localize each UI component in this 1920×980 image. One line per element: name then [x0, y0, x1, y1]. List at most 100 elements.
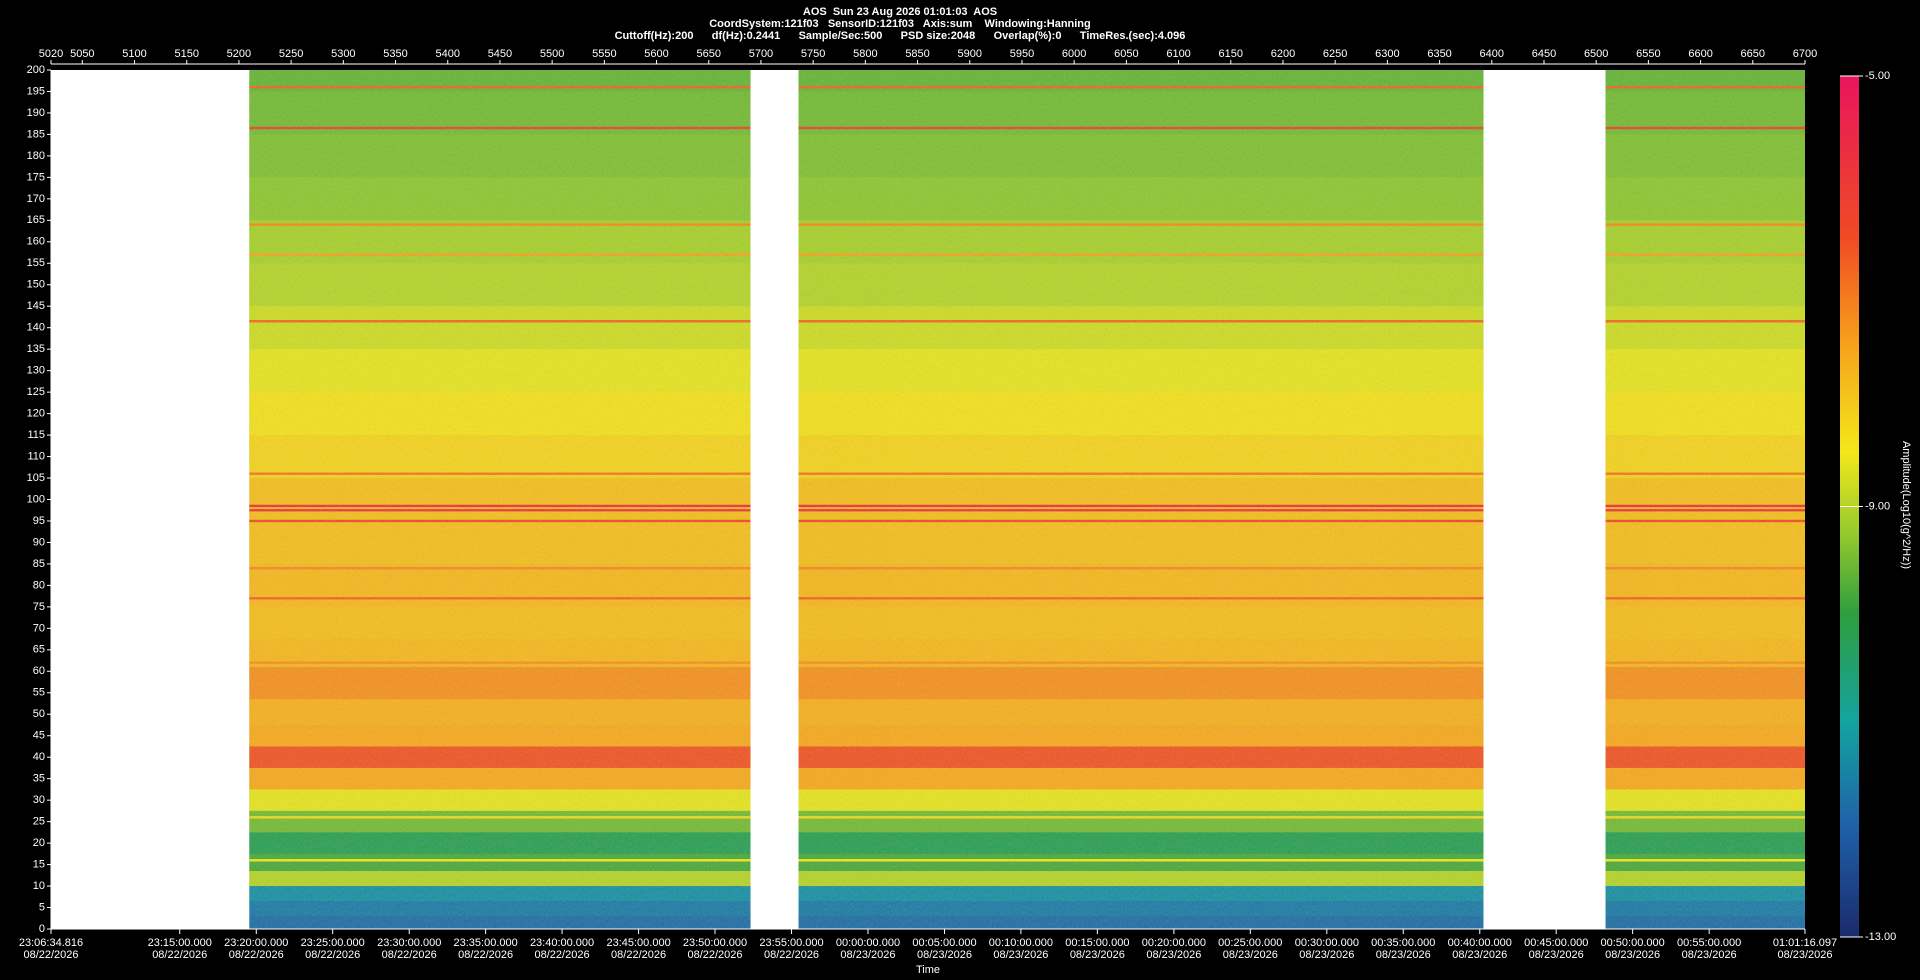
- time-tick-label: 23:55:00.000: [759, 937, 823, 949]
- time-tick-label: 00:50:00.000: [1601, 937, 1665, 949]
- y-tick-label: 80: [33, 579, 45, 591]
- y-tick-label: 185: [27, 128, 45, 140]
- y-tick-label: 145: [27, 300, 45, 312]
- x-tick-label: 5050: [70, 48, 94, 60]
- time-tick-label: 23:30:00.000: [377, 937, 441, 949]
- time-tick-label: 01:01:16.097: [1773, 937, 1837, 949]
- time-tick-label: 23:15:00.000: [148, 937, 212, 949]
- x-tick-label: 5100: [122, 48, 146, 60]
- time-tick-date: 08/23/2026: [1605, 949, 1660, 961]
- y-tick-label: 75: [33, 601, 45, 613]
- chart-title: AOS Sun 23 Aug 2026 01:01:03 AOS: [803, 6, 997, 18]
- y-tick-label: 60: [33, 665, 45, 677]
- y-tick-label: 55: [33, 687, 45, 699]
- time-tick-label: 23:40:00.000: [530, 937, 594, 949]
- time-tick-label: 23:35:00.000: [454, 937, 518, 949]
- x-tick-label: 5150: [174, 48, 198, 60]
- x-tick-label: 5900: [958, 48, 982, 60]
- x-tick-label: 5200: [227, 48, 251, 60]
- time-tick-label: 23:25:00.000: [301, 937, 365, 949]
- time-tick-date: 08/23/2026: [993, 949, 1048, 961]
- x-tick-label: 5800: [853, 48, 877, 60]
- time-tick-date: 08/22/2026: [687, 949, 742, 961]
- y-tick-label: 70: [33, 622, 45, 634]
- y-tick-label: 0: [39, 923, 45, 935]
- x-tick-label: 6050: [1114, 48, 1138, 60]
- x-tick-label: 6550: [1636, 48, 1660, 60]
- y-tick-label: 95: [33, 515, 45, 527]
- x-tick-label: 5950: [1010, 48, 1034, 60]
- x-tick-label: 6250: [1323, 48, 1347, 60]
- time-tick-date: 08/23/2026: [1146, 949, 1201, 961]
- time-tick-date: 08/23/2026: [1529, 949, 1584, 961]
- x-tick-label: 5250: [279, 48, 303, 60]
- time-tick-label: 00:55:00.000: [1677, 937, 1741, 949]
- time-tick-label: 00:35:00.000: [1371, 937, 1435, 949]
- time-tick-date: 08/22/2026: [305, 949, 360, 961]
- x-tick-label: 5650: [697, 48, 721, 60]
- time-tick-date: 08/22/2026: [458, 949, 513, 961]
- x-axis-title: Time: [916, 964, 940, 976]
- time-tick-date: 08/23/2026: [1376, 949, 1431, 961]
- y-tick-label: 165: [27, 214, 45, 226]
- x-tick-label: 6450: [1532, 48, 1556, 60]
- colorbar-tick-label: -13.00: [1865, 931, 1896, 943]
- y-tick-label: 105: [27, 472, 45, 484]
- x-tick-label: 6600: [1688, 48, 1712, 60]
- x-tick-label: 5550: [592, 48, 616, 60]
- y-tick-label: 190: [27, 107, 45, 119]
- time-tick-date: 08/23/2026: [840, 949, 895, 961]
- y-tick-label: 130: [27, 365, 45, 377]
- time-tick-label: 00:45:00.000: [1524, 937, 1588, 949]
- time-tick-date: 08/23/2026: [1452, 949, 1507, 961]
- y-tick-label: 125: [27, 386, 45, 398]
- time-tick-date: 08/22/2026: [535, 949, 590, 961]
- time-tick-date: 08/23/2026: [1299, 949, 1354, 961]
- x-tick-label: 5750: [801, 48, 825, 60]
- time-tick-label: 23:06:34.816: [19, 937, 83, 949]
- x-tick-label: 5300: [331, 48, 355, 60]
- x-tick-label: 5700: [749, 48, 773, 60]
- time-tick-date: 08/22/2026: [611, 949, 666, 961]
- time-tick-label: 23:20:00.000: [224, 937, 288, 949]
- time-tick-label: 23:45:00.000: [606, 937, 670, 949]
- time-tick-label: 00:00:00.000: [836, 937, 900, 949]
- y-tick-label: 50: [33, 708, 45, 720]
- y-tick-label: 30: [33, 794, 45, 806]
- time-tick-label: 00:20:00.000: [1142, 937, 1206, 949]
- x-tick-label: 6650: [1741, 48, 1765, 60]
- y-tick-label: 140: [27, 322, 45, 334]
- y-tick-label: 35: [33, 773, 45, 785]
- time-tick-label: 00:05:00.000: [912, 937, 976, 949]
- x-tick-label: 5350: [383, 48, 407, 60]
- y-tick-label: 45: [33, 730, 45, 742]
- x-tick-label: 6350: [1427, 48, 1451, 60]
- x-tick-label: 6500: [1584, 48, 1608, 60]
- x-tick-label: 6150: [1219, 48, 1243, 60]
- time-tick-date: 08/22/2026: [23, 949, 78, 961]
- time-tick-date: 08/22/2026: [382, 949, 437, 961]
- time-tick-date: 08/22/2026: [764, 949, 819, 961]
- y-tick-label: 170: [27, 193, 45, 205]
- time-tick-date: 08/23/2026: [1777, 949, 1832, 961]
- time-tick-date: 08/22/2026: [152, 949, 207, 961]
- x-tick-label: 6100: [1166, 48, 1190, 60]
- y-tick-label: 20: [33, 837, 45, 849]
- x-tick-label: 5600: [644, 48, 668, 60]
- x-tick-label: 5450: [488, 48, 512, 60]
- colorbar-tick-label: -9.00: [1865, 500, 1890, 512]
- x-tick-label: 6200: [1271, 48, 1295, 60]
- time-tick-date: 08/23/2026: [917, 949, 972, 961]
- x-tick-label: 6400: [1480, 48, 1504, 60]
- time-tick-date: 08/23/2026: [1070, 949, 1125, 961]
- x-tick-label: 6700: [1793, 48, 1817, 60]
- time-tick-label: 00:25:00.000: [1218, 937, 1282, 949]
- y-tick-label: 25: [33, 816, 45, 828]
- y-tick-label: 195: [27, 85, 45, 97]
- y-tick-label: 150: [27, 279, 45, 291]
- colorbar-title: Amplitude(Log10(g^2/Hz)): [1900, 441, 1912, 569]
- chart-info: Cuttoff(Hz):200 df(Hz):0.2441 Sample/Sec…: [615, 30, 1186, 42]
- y-tick-label: 175: [27, 171, 45, 183]
